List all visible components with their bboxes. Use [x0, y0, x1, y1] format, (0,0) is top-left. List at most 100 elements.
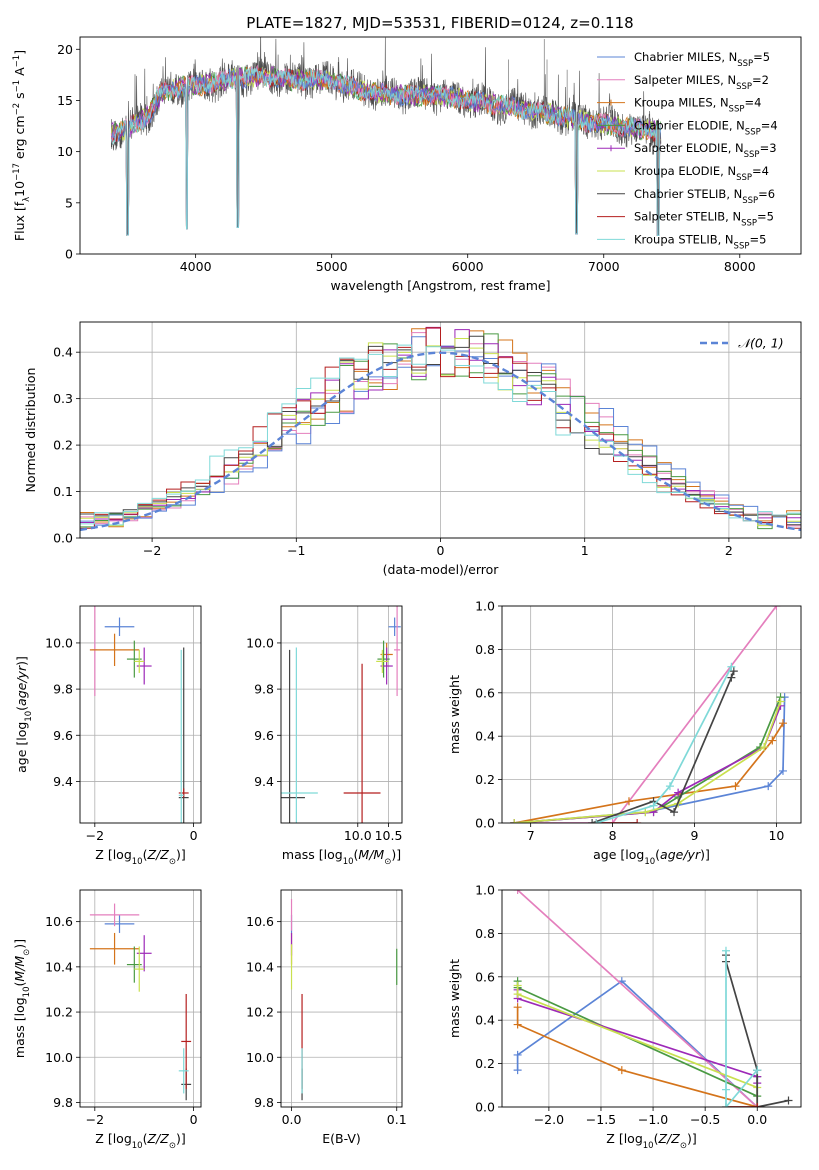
tick-label-x: 4000 [180, 259, 212, 274]
y-axis-label: Normed distribution [23, 368, 38, 493]
tick-label-y: 0.1 [53, 484, 73, 499]
axes-frame [501, 605, 802, 824]
tick-label-x: 10.5 [375, 828, 403, 843]
tick-label-y: 20 [57, 42, 73, 57]
weight-marker-2 [778, 719, 787, 728]
tick-label-y: 0.6 [475, 685, 495, 700]
weight-marker-7 [633, 819, 642, 823]
tick-label-y: 9.8 [254, 1095, 274, 1110]
legend-entry-1: Salpeter MILES, NSSP=2 [634, 73, 769, 92]
figure-title: PLATE=1827, MJD=53531, FIBERID=0124, z=0… [246, 14, 633, 32]
legend-entry-5: Kroupa ELODIE, NSSP=4 [634, 164, 769, 183]
weight-marker-0 [764, 782, 773, 791]
weight-marker-8 [649, 801, 658, 810]
tick-label-x: 2 [725, 543, 733, 558]
legend-entry-normal: 𝒩(0, 1) [738, 336, 784, 351]
tick-label-x: −2 [86, 828, 104, 843]
tick-label-x: 0.0 [282, 1112, 302, 1127]
legend-entry-7: Salpeter STELIB, NSSP=5 [634, 210, 774, 229]
weight-marker-8 [721, 1085, 730, 1094]
weight-marker-6 [727, 673, 736, 682]
tick-label-x: −2.0 [534, 1112, 564, 1127]
weight-marker-1 [513, 890, 522, 894]
weight-marker-8 [721, 1103, 730, 1107]
weight-marker-8 [753, 1066, 762, 1075]
tick-label-y: 10.6 [45, 914, 73, 929]
tick-label-x: 5000 [316, 259, 348, 274]
tick-label-y: 1.0 [475, 883, 495, 898]
axes-frame [79, 36, 802, 255]
tick-label-x: −1 [287, 543, 305, 558]
tick-label-y: 10.2 [246, 1005, 274, 1020]
chart-weight-vs-age: 7 8 9 10 0.0 0.2 0.4 0.6 0.8 1.0 age [log10(age/yr… [447, 599, 802, 867]
tick-label-y: 0.4 [53, 345, 73, 360]
weight-marker-5 [510, 819, 519, 823]
weight-marker-5 [641, 808, 650, 817]
chart-age-vs-z: −2 0 9.4 9.6 9.8 10.0 Z [log10(Z/Z⊙)] age [log1… [14, 605, 202, 867]
weight-marker-7 [753, 1103, 762, 1107]
weight-marker-2 [731, 782, 740, 791]
chart-spectrum: 4000 5000 6000 7000 8000 0 5 10 15 20 wavelength [… [12, 36, 802, 293]
tick-label-y: 0.6 [475, 969, 495, 984]
weight-marker-1 [772, 606, 781, 610]
tick-label-y: 10.2 [45, 1005, 73, 1020]
tick-label-y: 0 [65, 247, 73, 262]
plot-area-mass-vs-z [89, 903, 192, 1101]
tick-label-y: 0.0 [475, 816, 495, 831]
axes-frame [79, 605, 202, 824]
tick-label-x: 8 [609, 828, 617, 843]
weight-line-4 [514, 705, 782, 823]
x-axis-label: Z [log10(Z/Z⊙)] [95, 1131, 185, 1151]
tick-label-y: 9.8 [53, 1095, 73, 1110]
axes-frame [280, 889, 403, 1108]
x-axis-label: Z [log10(Z/Z⊙)] [95, 847, 185, 867]
tick-label-x: 6000 [452, 259, 484, 274]
x-axis-label: wavelength [Angstrom, rest frame] [330, 278, 550, 293]
weight-marker-8 [665, 782, 674, 791]
legend-entry-4: Salpeter ELODIE, NSSP=3 [634, 141, 777, 160]
weight-marker-2 [513, 1020, 522, 1029]
y-axis-label: Flux [fλ10−17 erg cm−2 s−1 A−1] [12, 50, 32, 241]
tick-label-x: 9 [691, 828, 699, 843]
spectrum-line-8 [110, 67, 661, 236]
chart-residuals: −2 −1 0 1 2 0.0 0.1 0.2 0.3 0.4 (data-model)/error… [23, 321, 802, 577]
weight-marker-2 [768, 736, 777, 745]
plot-area-weight-vs-age [510, 606, 789, 823]
tick-label-y: 10.0 [45, 1050, 73, 1065]
chart-weight-vs-z: −2.0 −1.5 −1.0 −0.5 0.0 0.0 0.2 0.4 0.6 0.8 1.0 Z [… [447, 883, 802, 1151]
chart-mass-vs-z: −2 0 9.8 10.0 10.2 10.4 10.6 Z [log10(Z/Z⊙)] mas… [12, 889, 202, 1151]
tick-label-x: 0 [437, 543, 445, 558]
tick-label-x: −1.5 [586, 1112, 616, 1127]
tick-label-y: 0.3 [53, 391, 73, 406]
axes-frame [79, 321, 802, 539]
tick-label-y: 10.0 [246, 635, 274, 650]
y-axis-label: mass weight [447, 675, 462, 754]
weight-line-6 [591, 670, 735, 823]
tick-label-x: −1.0 [638, 1112, 668, 1127]
weight-marker-2 [617, 1066, 626, 1075]
tick-label-y: 9.8 [254, 682, 274, 697]
tick-label-y: 0.2 [53, 438, 73, 453]
tick-label-x: 7 [527, 828, 535, 843]
tick-label-y: 0.0 [53, 531, 73, 546]
weight-marker-5 [513, 990, 522, 999]
tick-label-y: 0.0 [475, 1100, 495, 1115]
tick-label-y: 10.4 [45, 959, 73, 974]
tick-label-y: 0.8 [475, 926, 495, 941]
weight-marker-8 [721, 946, 730, 955]
y-axis-label: age [log10(age/yr)] [14, 656, 34, 773]
plot-area-age-vs-z [89, 606, 189, 823]
weight-line-1 [517, 890, 758, 1107]
tick-label-y: 0.4 [475, 1013, 495, 1028]
x-axis-label: age [log10(age/yr)] [593, 847, 710, 867]
weight-line-1 [514, 606, 778, 823]
tick-label-y: 0.2 [475, 772, 495, 787]
x-axis-label: mass [log10(M/M⊙)] [282, 847, 401, 867]
tick-label-x: 0.0 [747, 1112, 767, 1127]
tick-label-x: 10.0 [344, 828, 372, 843]
tick-label-x: −2 [143, 543, 161, 558]
weight-marker-2 [624, 797, 633, 806]
tick-label-y: 10.4 [246, 959, 274, 974]
y-axis-label: mass weight [447, 959, 462, 1038]
tick-label-y: 9.4 [254, 774, 274, 789]
